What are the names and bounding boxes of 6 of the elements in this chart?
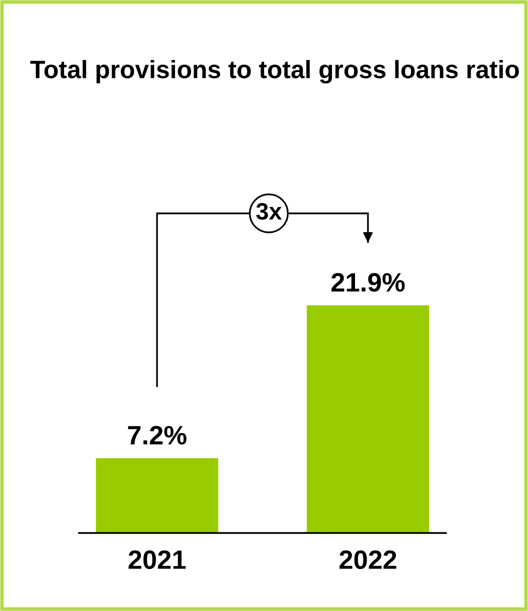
data-label: 7.2% [128, 426, 186, 445]
data-label: 21.9% [331, 273, 405, 292]
chart-title: Total provisions to total gross loans ratio [30, 60, 519, 84]
x-tick-label: 2021 [128, 550, 186, 570]
x-tick-label: 2022 [340, 550, 396, 570]
text: 3x [256, 202, 282, 220]
